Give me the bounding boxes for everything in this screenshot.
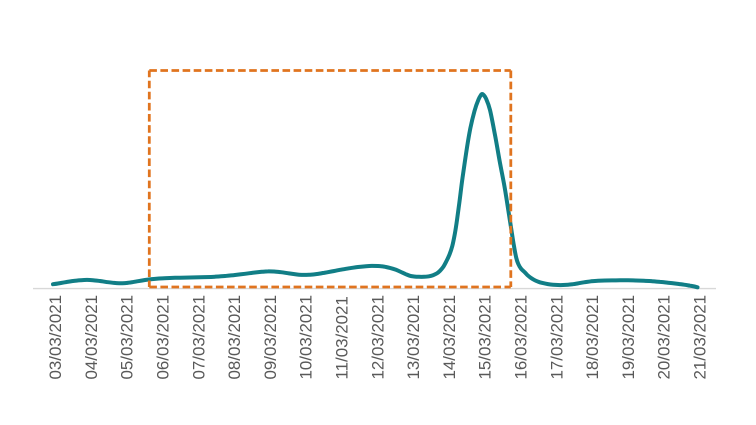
svg-text:17/03/2021: 17/03/2021 — [547, 295, 566, 380]
svg-text:07/03/2021: 07/03/2021 — [189, 295, 208, 380]
svg-text:08/03/2021: 08/03/2021 — [225, 295, 244, 380]
svg-text:04/03/2021: 04/03/2021 — [82, 295, 101, 380]
svg-text:18/03/2021: 18/03/2021 — [583, 295, 602, 380]
svg-text:15/03/2021: 15/03/2021 — [476, 295, 495, 380]
svg-text:05/03/2021: 05/03/2021 — [118, 295, 137, 380]
svg-text:03/03/2021: 03/03/2021 — [46, 295, 65, 380]
svg-text:21/03/2021: 21/03/2021 — [691, 295, 710, 380]
svg-text:20/03/2021: 20/03/2021 — [655, 295, 674, 380]
svg-text:09/03/2021: 09/03/2021 — [261, 295, 280, 380]
svg-text:14/03/2021: 14/03/2021 — [440, 295, 459, 380]
svg-text:13/03/2021: 13/03/2021 — [404, 295, 423, 380]
svg-text:06/03/2021: 06/03/2021 — [154, 295, 173, 380]
svg-text:19/03/2021: 19/03/2021 — [619, 295, 638, 380]
svg-text:10/03/2021: 10/03/2021 — [297, 295, 316, 380]
svg-text:16/03/2021: 16/03/2021 — [512, 295, 531, 380]
svg-text:12/03/2021: 12/03/2021 — [368, 295, 387, 380]
svg-text:11/03/2021: 11/03/2021 — [333, 296, 352, 379]
